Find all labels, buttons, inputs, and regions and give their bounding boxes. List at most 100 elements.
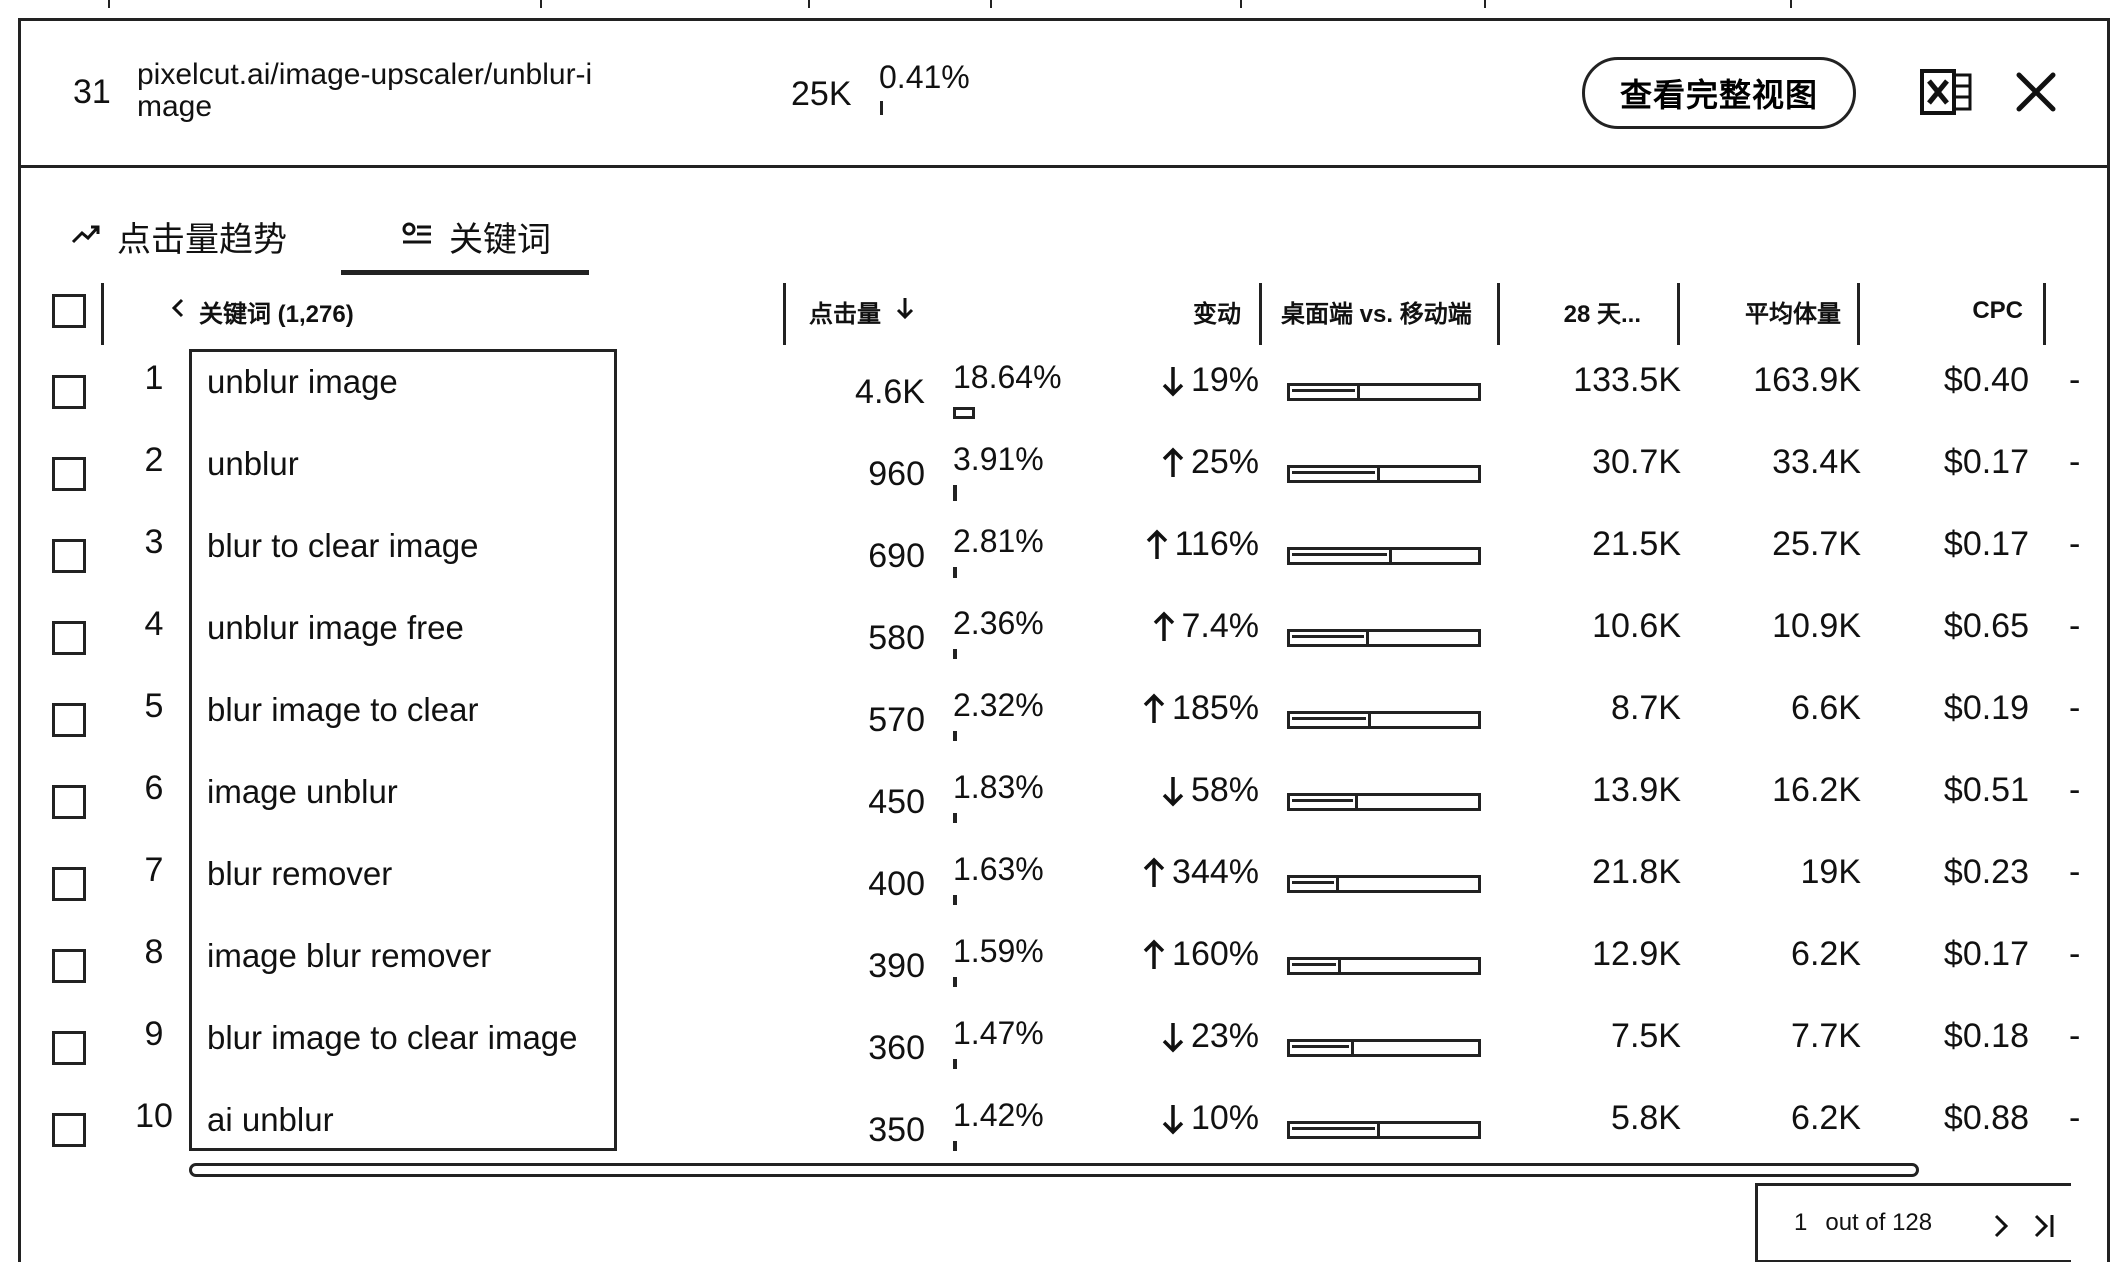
row-click-share: 1.59% xyxy=(953,933,1044,969)
select-all-checkbox[interactable] xyxy=(52,294,86,328)
row-desktop-mobile-bar xyxy=(1287,793,1481,811)
page-url[interactable]: pixelcut.ai/image-upscaler/unblur-image xyxy=(137,58,593,123)
row-checkbox[interactable] xyxy=(52,457,86,491)
table-row[interactable]: 2 unblur 960 3.91% 25% 30.7K 33.4K $0.17 - xyxy=(21,433,2113,515)
row-checkbox[interactable] xyxy=(52,1113,86,1147)
row-change: 185% xyxy=(1117,689,1259,728)
row-rank: 4 xyxy=(144,605,164,643)
column-header-desktop-vs-mobile[interactable]: 桌面端 vs. 移动端 xyxy=(1281,300,1472,328)
row-change-value: 10% xyxy=(1190,1099,1259,1137)
table-row[interactable]: 8 image blur remover 390 1.59% 160% 12.9K 6.2K… xyxy=(21,925,2113,1007)
column-divider xyxy=(101,283,104,345)
row-extra: - xyxy=(2069,525,2081,563)
row-extra: - xyxy=(2069,361,2081,399)
row-keyword[interactable]: unblur image free xyxy=(207,609,464,646)
table-row[interactable]: 7 blur remover 400 1.63% 344% 21.8K 19K $0.23 - xyxy=(21,843,2113,925)
close-icon[interactable] xyxy=(2011,67,2061,117)
row-keyword[interactable]: blur to clear image xyxy=(207,527,479,564)
column-divider xyxy=(1677,283,1680,345)
row-avg-volume: 7.7K xyxy=(1791,1017,1861,1055)
table-row[interactable]: 4 unblur image free 580 2.36% 7.4% 10.6K 10.9K… xyxy=(21,597,2113,679)
row-checkbox[interactable] xyxy=(52,785,86,819)
horizontal-scrollbar[interactable] xyxy=(189,1163,1919,1177)
row-checkbox-cell xyxy=(52,539,86,573)
table-row[interactable]: 5 blur image to clear 570 2.32% 185% 8.7K 6.6K… xyxy=(21,679,2113,761)
tab-click-trend-label: 点击量趋势 xyxy=(117,220,287,259)
row-keyword[interactable]: unblur image xyxy=(207,363,398,400)
row-checkbox[interactable] xyxy=(52,539,86,573)
row-checkbox[interactable] xyxy=(52,949,86,983)
column-header-avg-volume[interactable]: 平均体量 xyxy=(1745,300,1841,328)
row-avg-volume: 6.2K xyxy=(1791,1099,1861,1137)
column-divider xyxy=(1259,283,1262,345)
row-keyword[interactable]: unblur xyxy=(207,445,299,482)
row-keyword[interactable]: image unblur xyxy=(207,773,398,810)
row-change: 58% xyxy=(1117,771,1259,810)
row-change: 116% xyxy=(1117,525,1259,564)
row-keyword[interactable]: ai unblur xyxy=(207,1101,334,1138)
chevron-left-icon xyxy=(171,297,185,325)
row-clicks: 400 xyxy=(868,865,925,903)
row-cpc: $0.65 xyxy=(1943,607,2029,645)
column-header-clicks[interactable]: 点击量 xyxy=(809,271,949,351)
row-share-bar xyxy=(953,977,957,987)
column-header-cpc[interactable]: CPC xyxy=(1972,297,2023,324)
view-full-report-button[interactable]: 查看完整视图 xyxy=(1582,57,1856,129)
row-checkbox-cell xyxy=(52,703,86,737)
row-extra: - xyxy=(2069,607,2081,645)
tab-click-trend[interactable]: 点击量趋势 xyxy=(71,191,341,281)
table-row[interactable]: 6 image unblur 450 1.83% 58% 13.9K 16.2K $0.51 - xyxy=(21,761,2113,843)
row-checkbox-cell xyxy=(52,375,86,409)
row-keyword[interactable]: blur image to clear image xyxy=(207,1019,578,1056)
last-page-icon[interactable] xyxy=(2028,1206,2064,1246)
column-divider xyxy=(2043,283,2046,345)
active-tab-indicator xyxy=(341,270,589,275)
row-checkbox[interactable] xyxy=(52,1031,86,1065)
row-extra: - xyxy=(2069,771,2081,809)
row-clicks: 350 xyxy=(868,1111,925,1149)
row-cpc: $0.17 xyxy=(1943,935,2029,973)
row-share-bar xyxy=(953,895,957,905)
row-checkbox[interactable] xyxy=(52,867,86,901)
column-header-change[interactable]: 变动 xyxy=(1193,300,1241,328)
tab-keywords[interactable]: 关键词 xyxy=(341,191,611,281)
row-keyword[interactable]: image blur remover xyxy=(207,937,492,974)
tab-bar: 点击量趋势 关键词 xyxy=(21,191,721,281)
row-checkbox[interactable] xyxy=(52,621,86,655)
row-desktop-share-fill xyxy=(1290,714,1371,726)
pagination: 1 out of 128 xyxy=(1755,1183,2071,1262)
row-click-share: 2.36% xyxy=(953,605,1044,641)
select-all-checkbox-cell xyxy=(52,271,92,351)
row-extra: - xyxy=(2069,935,2081,973)
column-header-28-days[interactable]: 28 天... xyxy=(1563,300,1641,328)
row-checkbox-cell xyxy=(52,621,86,655)
excel-icon[interactable] xyxy=(1919,65,1973,119)
row-keyword[interactable]: blur remover xyxy=(207,855,393,892)
row-avg-volume: 6.6K xyxy=(1791,689,1861,727)
table-row[interactable]: 10 ai unblur 350 1.42% 10% 5.8K 6.2K $0.88 - xyxy=(21,1089,2113,1171)
table-row[interactable]: 1 unblur image 4.6K 18.64% 19% 133.5K 163.9K $0… xyxy=(21,351,2113,433)
next-page-icon[interactable] xyxy=(1984,1206,2020,1246)
keyword-detail-panel: 31 pixelcut.ai/image-upscaler/unblur-ima… xyxy=(18,18,2110,1262)
row-cpc: $0.17 xyxy=(1943,525,2029,563)
row-change-value: 116% xyxy=(1174,525,1259,563)
current-page-number[interactable]: 1 xyxy=(1794,1209,1808,1236)
table-row[interactable]: 9 blur image to clear image 360 1.47% 23% 7.5… xyxy=(21,1007,2113,1089)
row-share-bar xyxy=(953,813,957,823)
row-checkbox[interactable] xyxy=(52,375,86,409)
row-28-days: 8.7K xyxy=(1611,689,1681,727)
row-change-value: 185% xyxy=(1172,689,1259,727)
row-checkbox[interactable] xyxy=(52,703,86,737)
row-share-bar xyxy=(953,649,957,659)
row-avg-volume: 25.7K xyxy=(1772,525,1861,563)
row-28-days: 13.9K xyxy=(1592,771,1681,809)
row-change: 23% xyxy=(1117,1017,1259,1056)
row-change-value: 160% xyxy=(1172,935,1259,973)
row-keyword[interactable]: blur image to clear xyxy=(207,691,479,728)
row-click-share: 1.42% xyxy=(953,1097,1044,1133)
row-avg-volume: 16.2K xyxy=(1772,771,1861,809)
row-28-days: 7.5K xyxy=(1611,1017,1681,1055)
column-header-keyword[interactable]: 关键词 (1,276) xyxy=(171,271,571,351)
table-row[interactable]: 3 blur to clear image 690 2.81% 116% 21.5K 25.… xyxy=(21,515,2113,597)
row-28-days: 5.8K xyxy=(1611,1099,1681,1137)
